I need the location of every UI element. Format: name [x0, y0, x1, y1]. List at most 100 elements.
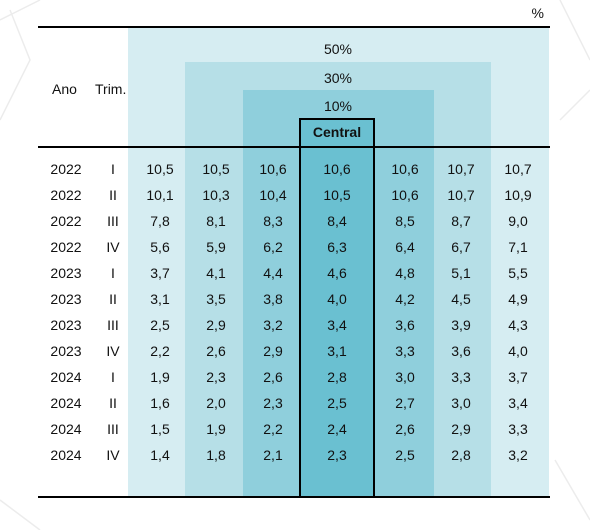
table-row: 2022 I 10,5 10,5 10,6 10,6 10,6 10,7 10,…	[0, 160, 590, 186]
cell-year: 2022	[50, 161, 82, 177]
cell-central-value: 4,0	[327, 291, 347, 307]
cell-central-value: 3,1	[327, 343, 347, 359]
cell-value: 2,5	[395, 447, 415, 463]
table-row: 2023 II 3,1 3,5 3,8 4,0 4,2 4,5 4,9	[0, 290, 590, 316]
cell-value: 7,8	[150, 213, 170, 229]
cell-value: 1,5	[150, 421, 170, 437]
table-row: 2023 IV 2,2 2,6 2,9 3,1 3,3 3,6 4,0	[0, 342, 590, 368]
cell-year: 2023	[50, 265, 82, 281]
cell-value: 4,9	[508, 291, 528, 307]
table-row: 2022 II 10,1 10,3 10,4 10,5 10,6 10,7 10…	[0, 186, 590, 212]
cell-value: 5,9	[206, 239, 226, 255]
cell-value: 10,7	[447, 187, 475, 203]
cell-value: 2,0	[206, 395, 226, 411]
cell-central-value: 2,4	[327, 421, 347, 437]
cell-value: 8,1	[206, 213, 226, 229]
cell-value: 10,1	[146, 187, 174, 203]
header-year: Ano	[52, 81, 77, 97]
cell-value: 6,4	[395, 239, 415, 255]
header-central: Central	[312, 124, 362, 140]
cell-quarter: III	[107, 213, 119, 229]
cell-value: 8,7	[451, 213, 471, 229]
cell-value: 1,9	[150, 369, 170, 385]
table-body: 2022 I 10,5 10,5 10,6 10,6 10,6 10,7 10,…	[0, 160, 590, 472]
cell-value: 2,6	[395, 421, 415, 437]
cell-value: 3,6	[395, 317, 415, 333]
table-row: 2024 II 1,6 2,0 2,3 2,5 2,7 3,0 3,4	[0, 394, 590, 420]
cell-quarter: IV	[106, 343, 120, 359]
cell-value: 2,3	[263, 395, 283, 411]
cell-value: 5,6	[150, 239, 170, 255]
table-row: 2022 III 7,8 8,1 8,3 8,4 8,5 8,7 9,0	[0, 212, 590, 238]
cell-year: 2024	[50, 369, 82, 385]
cell-quarter: II	[109, 187, 117, 203]
cell-value: 2,2	[150, 343, 170, 359]
cell-value: 3,3	[508, 421, 528, 437]
cell-year: 2023	[50, 291, 82, 307]
cell-value: 3,4	[508, 395, 528, 411]
table-row: 2023 I 3,7 4,1 4,4 4,6 4,8 5,1 5,5	[0, 264, 590, 290]
band-label-10: 10%	[323, 98, 353, 114]
cell-quarter: II	[109, 291, 117, 307]
cell-value: 5,5	[508, 265, 528, 281]
cell-value: 4,8	[395, 265, 415, 281]
cell-value: 10,6	[391, 187, 419, 203]
cell-value: 1,6	[150, 395, 170, 411]
cell-year: 2024	[50, 395, 82, 411]
cell-central-value: 10,5	[323, 187, 351, 203]
cell-year: 2023	[50, 343, 82, 359]
cell-value: 2,9	[451, 421, 471, 437]
cell-year: 2024	[50, 421, 82, 437]
cell-value: 2,8	[451, 447, 471, 463]
cell-value: 4,1	[206, 265, 226, 281]
cell-central-value: 2,5	[327, 395, 347, 411]
cell-quarter: III	[107, 317, 119, 333]
cell-value: 3,5	[206, 291, 226, 307]
cell-value: 1,4	[150, 447, 170, 463]
cell-value: 3,9	[451, 317, 471, 333]
cell-value: 3,8	[263, 291, 283, 307]
cell-value: 10,7	[447, 161, 475, 177]
cell-value: 3,2	[263, 317, 283, 333]
cell-value: 4,2	[395, 291, 415, 307]
cell-value: 2,9	[206, 317, 226, 333]
unit-label: %	[531, 5, 544, 21]
cell-value: 8,5	[395, 213, 415, 229]
cell-value: 3,1	[150, 291, 170, 307]
table-row: 2024 III 1,5 1,9 2,2 2,4 2,6 2,9 3,3	[0, 420, 590, 446]
top-rule	[38, 26, 550, 28]
cell-value: 4,0	[508, 343, 528, 359]
cell-year: 2023	[50, 317, 82, 333]
cell-value: 2,7	[395, 395, 415, 411]
cell-value: 2,3	[206, 369, 226, 385]
cell-value: 3,0	[451, 395, 471, 411]
cell-quarter: IV	[106, 239, 120, 255]
cell-value: 9,0	[508, 213, 528, 229]
cell-value: 1,8	[206, 447, 226, 463]
cell-value: 1,9	[206, 421, 226, 437]
cell-value: 3,3	[395, 343, 415, 359]
cell-quarter: IV	[106, 447, 120, 463]
central-column-frame	[299, 118, 375, 498]
cell-value: 10,7	[504, 161, 532, 177]
cell-year: 2022	[50, 239, 82, 255]
cell-value: 6,7	[451, 239, 471, 255]
cell-year: 2024	[50, 447, 82, 463]
cell-quarter: I	[111, 369, 115, 385]
cell-central-value: 4,6	[327, 265, 347, 281]
cell-value: 2,2	[263, 421, 283, 437]
cell-year: 2022	[50, 187, 82, 203]
band-label-50: 50%	[323, 41, 353, 57]
cell-value: 3,7	[150, 265, 170, 281]
cell-central-value: 8,4	[327, 213, 347, 229]
cell-value: 3,0	[395, 369, 415, 385]
table-row: 2024 I 1,9 2,3 2,6 2,8 3,0 3,3 3,7	[0, 368, 590, 394]
cell-central-value: 6,3	[327, 239, 347, 255]
table-row: 2022 IV 5,6 5,9 6,2 6,3 6,4 6,7 7,1	[0, 238, 590, 264]
cell-central-value: 3,4	[327, 317, 347, 333]
bottom-rule	[38, 496, 550, 498]
cell-value: 4,4	[263, 265, 283, 281]
cell-quarter: II	[109, 395, 117, 411]
